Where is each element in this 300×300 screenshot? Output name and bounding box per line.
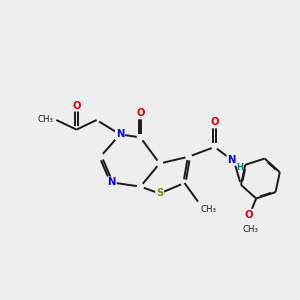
Text: CH₃: CH₃ bbox=[242, 225, 258, 234]
Text: N: N bbox=[116, 129, 124, 140]
Text: CH₃: CH₃ bbox=[38, 116, 53, 124]
Text: O: O bbox=[72, 100, 81, 111]
Text: N: N bbox=[107, 177, 116, 188]
Text: H: H bbox=[236, 164, 244, 172]
Text: O: O bbox=[210, 117, 219, 128]
Text: CH₃: CH₃ bbox=[201, 205, 217, 214]
Text: O: O bbox=[136, 108, 145, 118]
Text: S: S bbox=[156, 188, 163, 199]
Text: N: N bbox=[227, 155, 236, 165]
Text: O: O bbox=[244, 210, 253, 220]
